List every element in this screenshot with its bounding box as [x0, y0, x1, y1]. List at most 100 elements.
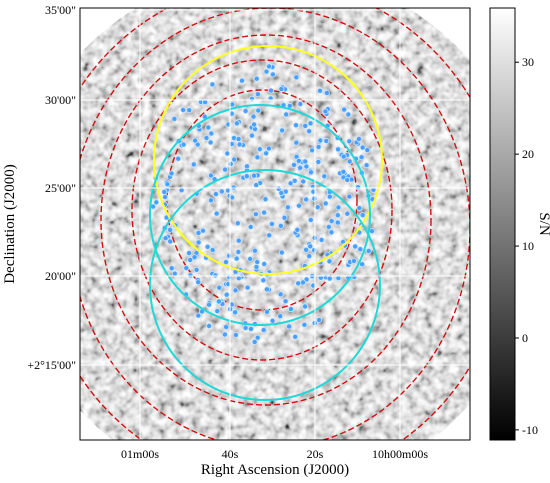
source: [195, 239, 202, 246]
source: [207, 172, 214, 179]
source: [260, 277, 267, 284]
colorbar-tick-label: 10: [522, 239, 534, 253]
source: [363, 162, 370, 169]
source: [247, 223, 254, 230]
source: [205, 301, 212, 308]
source: [266, 232, 273, 239]
source: [301, 321, 308, 328]
source: [162, 193, 169, 200]
frame: [79, 7, 471, 441]
source: [187, 256, 194, 263]
contours: [80, 8, 470, 440]
source: [250, 113, 257, 120]
source: [252, 211, 259, 218]
source: [322, 200, 329, 207]
source: [167, 238, 174, 245]
source: [223, 291, 230, 298]
source: [325, 223, 332, 230]
x-tick-label: 20s: [307, 447, 324, 461]
source: [295, 157, 302, 164]
source: [234, 220, 241, 227]
source: [359, 212, 366, 219]
source: [358, 154, 365, 161]
source: [335, 146, 342, 153]
source: [307, 120, 314, 127]
source: [355, 135, 362, 142]
sky-image: [80, 8, 470, 440]
source: [235, 135, 242, 142]
source: [248, 95, 255, 102]
source: [253, 182, 260, 189]
source: [278, 249, 285, 256]
source: [251, 121, 258, 128]
source: [322, 108, 329, 115]
source: [350, 257, 357, 264]
source: [307, 243, 314, 250]
source: [293, 74, 300, 81]
source: [345, 111, 352, 118]
source: [208, 130, 215, 137]
source: [195, 312, 202, 319]
source: [227, 160, 234, 167]
source: [195, 229, 202, 236]
source: [293, 139, 300, 146]
source: [254, 334, 261, 341]
colorbar-tick-label: 30: [522, 55, 534, 69]
source: [263, 308, 270, 315]
source: [153, 199, 160, 206]
source: [344, 176, 351, 183]
source: [302, 158, 309, 165]
source: [317, 137, 324, 144]
source: [260, 327, 267, 334]
source: [297, 101, 304, 108]
source: [256, 146, 263, 153]
source: [278, 189, 285, 196]
source: [346, 158, 353, 165]
source: [300, 178, 307, 185]
colorbar-label: S/N: [536, 212, 550, 236]
source: [294, 226, 301, 233]
source: [255, 107, 262, 114]
source: [308, 147, 315, 154]
source: [186, 107, 193, 114]
source: [328, 218, 335, 225]
source: [161, 188, 168, 195]
y-tick-label: 35'00": [45, 3, 76, 17]
source: [212, 272, 219, 279]
source: [265, 145, 272, 152]
source: [168, 170, 175, 177]
source: [209, 246, 216, 253]
source: [277, 291, 284, 298]
source: [253, 263, 260, 270]
source: [251, 247, 258, 254]
source: [314, 204, 321, 211]
source: [321, 173, 328, 180]
source: [251, 338, 258, 345]
source: [254, 91, 261, 98]
source: [277, 313, 284, 320]
source: [269, 71, 276, 78]
source: [232, 331, 239, 338]
source: [207, 197, 214, 204]
source: [334, 212, 341, 219]
source: [263, 68, 270, 75]
source: [242, 108, 249, 115]
source: [268, 220, 275, 227]
source: [233, 120, 240, 127]
source: [235, 248, 242, 255]
source: [243, 173, 250, 180]
source: [162, 235, 169, 242]
source: [238, 77, 245, 84]
source: [247, 325, 254, 332]
source: [232, 309, 239, 316]
y-axis-label: Declination (J2000): [2, 164, 18, 284]
source: [187, 272, 194, 279]
source: [323, 137, 330, 144]
source: [334, 219, 341, 226]
coordinate-grid: [80, 8, 470, 440]
source: [222, 259, 229, 266]
source: [232, 287, 239, 294]
source: [236, 141, 243, 148]
source: [290, 161, 297, 168]
source: [318, 236, 325, 243]
